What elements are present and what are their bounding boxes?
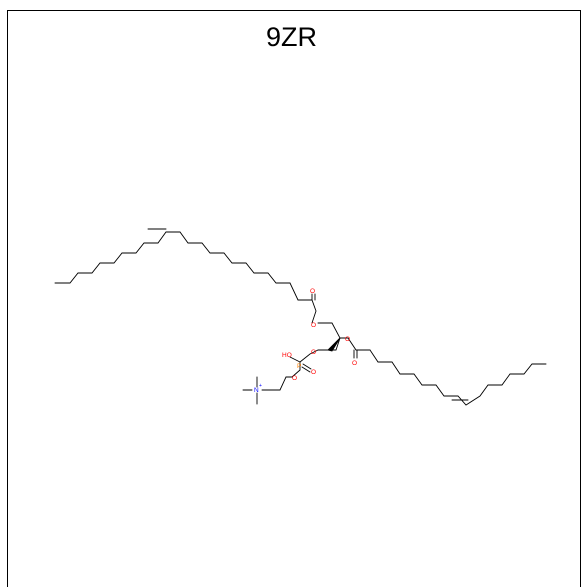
phosphorus-atom-label: P [297, 363, 301, 370]
oxygen-atom-label: O [345, 336, 350, 343]
stereo-wedge [327, 337, 341, 352]
phosphate-linkage [261, 349, 319, 391]
lower-acyl-chain [369, 349, 547, 406]
oxygen-atom-label: O [310, 288, 315, 295]
molecule-title: 9ZR [265, 22, 317, 52]
upper-acyl-chain [54, 231, 317, 324]
structure-frame [7, 10, 581, 587]
glycerol-backbone [317, 322, 341, 351]
nitrogen-atom-label: N [254, 387, 259, 394]
oxygen-atom-label: O [352, 360, 357, 367]
atom-labels: O O O O O HO P O O N + [254, 288, 357, 394]
hydroxyl-label: HO [282, 352, 292, 359]
nitrogen-charge-label: + [259, 383, 262, 389]
oxygen-atom-label: O [311, 369, 316, 376]
oxygen-atom-label: O [292, 375, 297, 382]
oxygen-atom-label: O [311, 349, 316, 356]
oxygen-atom-label: O [311, 322, 316, 329]
bond-lines [54, 228, 547, 406]
sn2-ester [339, 337, 371, 351]
